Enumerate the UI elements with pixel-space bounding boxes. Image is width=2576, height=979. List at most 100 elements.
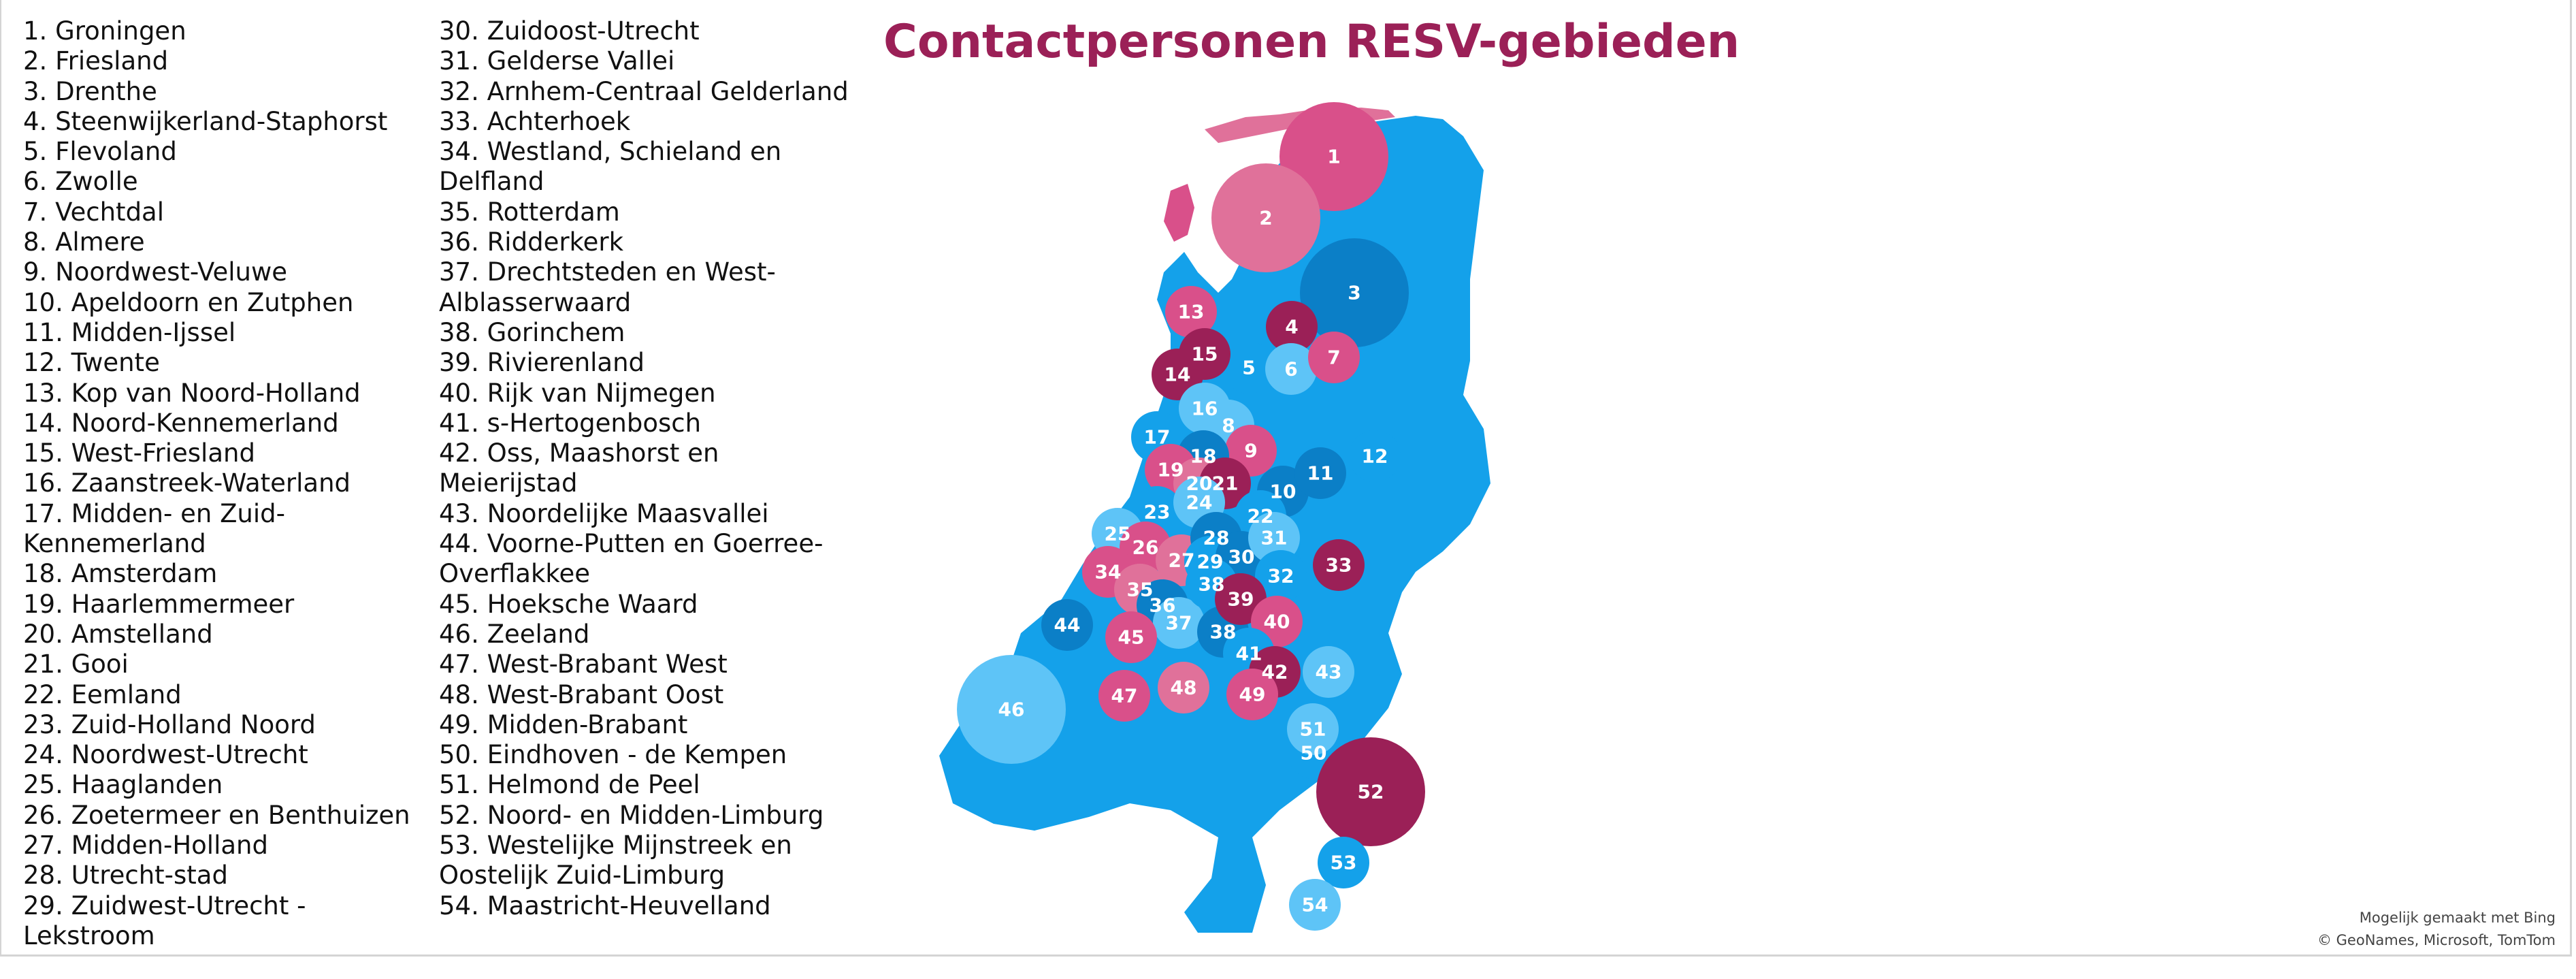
region-label-35: 35 (1127, 579, 1154, 601)
legend-item: 9. Noordwest-Veluwe (23, 257, 288, 287)
legend-column-left: 1. Groningen 2. Friesland 3. Drenthe 4. Ste… (23, 16, 438, 951)
region-label-9: 9 (1244, 440, 1257, 462)
region-label-20: 20 (1186, 472, 1213, 495)
region-44 (1041, 599, 1093, 651)
legend-item: 35. Rotterdam (439, 197, 620, 227)
region-37 (1153, 597, 1205, 649)
region-47 (1098, 670, 1150, 722)
legend-item: 3. Drenthe (23, 76, 157, 106)
map-credit: Mogelijk gemaakt met Bing © GeoNames, Mi… (2317, 907, 2556, 952)
legend-item: 25. Haaglanden (23, 770, 223, 800)
credit-line-1: Mogelijk gemaakt met Bing (2359, 910, 2556, 926)
legend-item: 32. Arnhem-Centraal Gelderland (439, 76, 849, 106)
region-label-42: 42 (1262, 661, 1288, 684)
region-label-23: 23 (1144, 501, 1171, 524)
legend-item: 2. Friesland (23, 46, 169, 76)
legend-item: 6. Zwolle (23, 167, 138, 197)
region-label-28: 28 (1203, 527, 1230, 549)
legend-item: 1. Groningen (23, 16, 186, 46)
legend-item: 34. Westland, Schieland en Delfland (439, 137, 782, 197)
region-13 (1165, 286, 1217, 338)
legend-item: 43. Noordelijke Maasvallei (439, 498, 769, 528)
region-label-22: 22 (1248, 505, 1274, 528)
legend-item: 22. Eemland (23, 679, 182, 709)
legend-item: 36. Ridderkerk (439, 227, 624, 257)
legend-item: 37. Drechtsteden en West-Alblasserwaard (439, 257, 776, 317)
legend-item: 12. Twente (23, 348, 160, 378)
legend-item: 26. Zoetermeer en Benthuizen (23, 800, 410, 830)
legend-item: 14. Noord-Kennemerland (23, 408, 339, 438)
region-label-40: 40 (1264, 611, 1290, 633)
map-title: Contactpersonen RESV-gebieden (883, 15, 1740, 69)
legend-item: 21. Gooi (23, 649, 129, 679)
region-label-38: 38 (1199, 573, 1225, 596)
legend-item: 49. Midden-Brabant (439, 709, 688, 739)
region-2 (1211, 163, 1320, 272)
legend-item: 23. Zuid-Holland Noord (23, 709, 316, 739)
figure-frame (0, 0, 2572, 957)
region-label-3: 3 (1348, 282, 1360, 304)
region-label-46: 46 (998, 699, 1025, 721)
legend-item: 53. Westelijke Mijnstreek en Oostelijk Z… (439, 831, 792, 890)
region-48 (1158, 662, 1209, 713)
legend-item: 11. Midden-Ijssel (23, 317, 236, 347)
region-6 (1265, 343, 1317, 395)
region-54 (1289, 879, 1341, 931)
texel-island (1164, 184, 1194, 242)
region-label-52: 52 (1358, 781, 1384, 803)
region-label-19: 19 (1158, 459, 1184, 481)
legend-item: 31. Gelderse Vallei (439, 46, 675, 76)
region-label-50: 50 (1301, 742, 1327, 765)
legend-item: 17. Midden- en Zuid-Kennemerland (23, 498, 285, 559)
legend-item: 52. Noord- en Midden-Limburg (439, 800, 824, 830)
legend-item: 20. Amstelland (23, 619, 213, 649)
legend-item: 54. Maastricht-Heuvelland (439, 890, 771, 920)
legend-item: 44. Voorne-Putten en Goerree-Overflakkee (439, 529, 824, 589)
region-label-18: 18 (1190, 445, 1217, 468)
region-12 (1349, 430, 1401, 482)
region-label-39: 39 (1228, 588, 1254, 611)
legend-item: 19. Haarlemmermeer (23, 589, 295, 619)
legend-item: 18. Amsterdam (23, 559, 218, 589)
region-label-26: 26 (1132, 536, 1159, 559)
region-label-38: 38 (1210, 621, 1237, 643)
legend-item: 41. s-Hertogenbosch (439, 408, 702, 438)
region-label-41: 41 (1236, 643, 1262, 665)
region-16 (1179, 383, 1230, 434)
region-label-21: 21 (1212, 472, 1239, 495)
region-label-47: 47 (1111, 685, 1138, 707)
legend-item: 5. Flevoland (23, 137, 177, 167)
region-label-13: 13 (1178, 301, 1205, 323)
region-33 (1313, 539, 1365, 591)
region-label-11: 11 (1307, 462, 1334, 485)
region-label-4: 4 (1285, 316, 1298, 338)
legend-item: 13. Kop van Noord-Holland (23, 378, 361, 408)
region-label-54: 54 (1302, 894, 1328, 916)
region-52 (1316, 737, 1425, 846)
region-label-48: 48 (1171, 677, 1197, 699)
legend-item: 27. Midden-Holland (23, 831, 268, 861)
legend-item: 45. Hoeksche Waard (439, 589, 698, 619)
region-label-1: 1 (1327, 146, 1340, 168)
region-51 (1287, 703, 1339, 755)
legend-item: 47. West-Brabant West (439, 649, 728, 679)
legend-item: 46. Zeeland (439, 619, 590, 649)
region-label-10: 10 (1270, 481, 1297, 503)
credit-line-2: © GeoNames, Microsoft, TomTom (2317, 932, 2556, 948)
legend-column-right: 30. Zuidoost-Utrecht 31. Gelderse Vallei 3… (439, 16, 854, 921)
region-46 (957, 655, 1066, 764)
region-label-36: 36 (1150, 594, 1176, 617)
region-label-45: 45 (1118, 626, 1145, 649)
region-5 (1223, 342, 1275, 394)
region-43 (1303, 646, 1354, 698)
region-53 (1318, 837, 1369, 888)
region-45 (1105, 611, 1157, 663)
legend-item: 39. Rivierenland (439, 348, 645, 378)
legend-item: 40. Rijk van Nijmegen (439, 378, 716, 408)
legend-item: 28. Utrecht-stad (23, 861, 228, 890)
region-label-43: 43 (1316, 661, 1342, 684)
legend-item: 10. Apeldoorn en Zutphen (23, 287, 354, 317)
region-label-7: 7 (1327, 347, 1340, 369)
region-15 (1179, 328, 1230, 380)
region-31 (1248, 512, 1300, 564)
